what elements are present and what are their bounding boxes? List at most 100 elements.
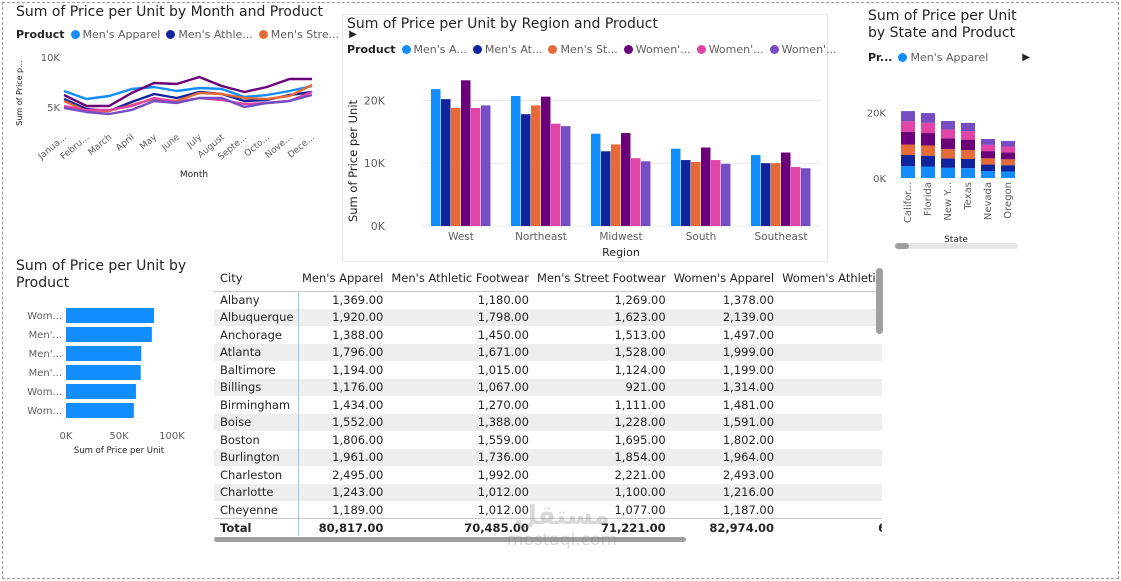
state-stacked-visual[interactable]: Sum of Price per Unit by State and Produ… bbox=[866, 6, 1030, 250]
table-row[interactable]: Billings1,176.001,067.00921.001,314.0098… bbox=[214, 378, 882, 396]
table-row[interactable]: Atlanta1,796.001,671.001,528.001,999.001… bbox=[214, 343, 882, 361]
value-cell: 1,269.00 bbox=[614, 293, 666, 307]
value-cell: 1,216.00 bbox=[669, 483, 779, 501]
column-header[interactable]: Men's Street Footwear bbox=[532, 266, 670, 292]
legend-item[interactable]: Men's Athle... bbox=[166, 28, 253, 41]
legend-title: Product bbox=[347, 43, 396, 56]
x-tick-label: Northeast bbox=[515, 231, 567, 243]
bar bbox=[591, 133, 601, 226]
visual-title-line1: Sum of Price per Unit by bbox=[16, 258, 187, 274]
legend-item[interactable]: Men's Stre... bbox=[258, 28, 339, 41]
city-cell: Atlanta bbox=[214, 343, 299, 361]
stack-segment bbox=[1001, 146, 1015, 153]
region-legend[interactable]: Product Men's A... Men's At... Men's St.… bbox=[347, 43, 843, 56]
bar bbox=[561, 126, 571, 226]
city-table[interactable]: City Men's Apparel Men's Athletic Footwear… bbox=[214, 266, 882, 538]
column-header[interactable]: City bbox=[214, 266, 299, 292]
state-scroll-thumb[interactable] bbox=[895, 243, 909, 249]
legend-item[interactable]: Women'... bbox=[696, 43, 764, 56]
total-cell: 66,027. bbox=[778, 518, 882, 536]
value-cell: 1,180.00 bbox=[477, 293, 529, 307]
stack-segment bbox=[941, 129, 955, 139]
legend-item[interactable]: Women'... bbox=[623, 43, 691, 56]
legend-next-icon[interactable]: ▶ bbox=[349, 29, 357, 40]
total-cell: 82,974.00 bbox=[669, 518, 779, 536]
legend-item[interactable]: Men's Apparel bbox=[898, 51, 988, 64]
value-cell: 1,012.00 bbox=[477, 502, 529, 517]
stack-segment bbox=[1001, 159, 1015, 166]
stack-segment bbox=[901, 121, 915, 132]
table-row[interactable]: Boise1,552.001,388.001,228.001,591.001,4… bbox=[214, 413, 882, 431]
y-tick-label: 10K bbox=[364, 157, 386, 170]
region-column-visual[interactable]: Sum of Price per Unit by Region and Prod… bbox=[342, 14, 837, 262]
x-tick-label: March bbox=[87, 133, 114, 158]
bar bbox=[471, 107, 481, 226]
value-cell: 1,388.00 bbox=[332, 327, 384, 342]
table-row[interactable]: Cheyenne 1,189.00 1,012.00 1,077.00 1,187.00… bbox=[214, 501, 882, 519]
stack-segment bbox=[981, 171, 995, 178]
product-bar-visual[interactable]: Sum of Price per Unit by Product Wom... M… bbox=[14, 256, 204, 466]
table-row[interactable]: Anchorage 1,388.00 1,450.00 1,513.00 1,497.0… bbox=[214, 326, 882, 344]
table-horizontal-scrollbar[interactable] bbox=[214, 537, 686, 542]
column-header[interactable]: Men's Athletic Footwear bbox=[387, 266, 533, 292]
value-cell: 1,798.00 bbox=[387, 308, 533, 326]
column-header[interactable]: Women's Apparel bbox=[669, 266, 779, 292]
value-cell: 1,528.00 bbox=[532, 343, 670, 361]
column-header[interactable]: Women's Athletic Footwe bbox=[778, 266, 882, 292]
x-tick-label: May bbox=[138, 132, 159, 152]
value-cell: 1,082. bbox=[778, 291, 882, 309]
bar bbox=[481, 105, 491, 226]
legend-next-icon[interactable]: ▶ bbox=[1022, 52, 1030, 63]
table-row[interactable]: Albany 1,369.00 1,180.00 1,269.00 1,378.001,… bbox=[214, 291, 882, 309]
value-cell: 1,388.00 bbox=[387, 413, 533, 431]
month-line-visual[interactable]: Sum of Price per Unit by Month and Produ… bbox=[14, 4, 357, 182]
state-stacked-chart: 20K 0K Califor... Florida New Y... Texas Nevad… bbox=[867, 108, 1015, 245]
table-row[interactable]: Charleston 2,495.00 1,992.00 2,221.00 2,493.… bbox=[214, 466, 882, 484]
legend-item[interactable]: Men's At... bbox=[472, 43, 542, 56]
state-scroll-track[interactable] bbox=[895, 243, 1018, 249]
value-cell: 1,015.00 bbox=[477, 362, 529, 377]
value-cell: 1,187.00 bbox=[722, 502, 775, 517]
stack-segment bbox=[901, 131, 915, 145]
stack-segment bbox=[941, 138, 955, 150]
value-cell: 921.00 bbox=[532, 378, 670, 396]
value-cell: 1,100.00 bbox=[532, 483, 670, 501]
legend-item[interactable]: Women'... bbox=[769, 43, 837, 56]
visual-title-line2: by State and Product bbox=[868, 25, 1016, 41]
value-cell: 1,999.00 bbox=[669, 343, 779, 361]
table-row[interactable]: Birmingham 1,434.00 1,270.00 1,111.00 1,481.… bbox=[214, 396, 882, 414]
stack-segment bbox=[961, 139, 975, 151]
table-row[interactable]: Burlington 1,961.00 1,736.00 1,854.00 1,964.… bbox=[214, 448, 882, 466]
stack-segment bbox=[981, 151, 995, 159]
bar bbox=[771, 163, 781, 226]
x-tick-label: Midwest bbox=[599, 231, 642, 243]
bar bbox=[441, 99, 451, 226]
bar bbox=[781, 152, 791, 226]
y-tick-label: Men'... bbox=[29, 349, 62, 360]
month-legend[interactable]: Product Men's Apparel Men's Athle... Men… bbox=[16, 28, 357, 41]
value-cell: 1,243.00 bbox=[298, 483, 388, 501]
table-vertical-scrollbar[interactable] bbox=[876, 268, 883, 334]
legend-item[interactable]: Men's Apparel bbox=[70, 28, 160, 41]
city-cell: Boise bbox=[214, 413, 299, 431]
x-axis-label: Region bbox=[602, 246, 640, 259]
value-cell: 1,194.00 bbox=[332, 362, 384, 377]
y-tick-label: Wom... bbox=[27, 311, 62, 322]
table-row[interactable]: Boston 1,806.00 1,559.00 1,695.00 1,802.001,… bbox=[214, 431, 882, 449]
value-cell: 1,189.00 bbox=[332, 502, 384, 517]
value-cell: 1,167. bbox=[778, 326, 882, 344]
total-row: Total 80,817.00 70,485.00 71,221.00 82,974.0… bbox=[214, 518, 882, 536]
table-row[interactable]: Charlotte 1,243.00 1,012.00 1,100.00 1,216.0… bbox=[214, 483, 882, 501]
x-tick-label: 50K bbox=[109, 431, 129, 442]
x-tick-label: April bbox=[114, 133, 136, 154]
total-label: Total bbox=[214, 518, 299, 536]
city-cell: Charlotte bbox=[214, 483, 299, 501]
column-header[interactable]: Men's Apparel bbox=[298, 266, 388, 292]
state-legend[interactable]: Pr... Men's Apparel ▶ bbox=[868, 51, 1030, 64]
x-tick-label: 0K bbox=[60, 431, 73, 442]
legend-item[interactable]: Men's St... bbox=[548, 43, 618, 56]
table-row[interactable]: Baltimore 1,194.00 1,015.00 1,124.00 1,199.0… bbox=[214, 361, 882, 379]
x-tick-label: Oregon bbox=[1003, 182, 1014, 219]
table-row[interactable]: Albuquerque 1,920.00 1,798.00 1,623.00 2,139… bbox=[214, 308, 882, 326]
legend-item[interactable]: Men's A... bbox=[401, 43, 467, 56]
